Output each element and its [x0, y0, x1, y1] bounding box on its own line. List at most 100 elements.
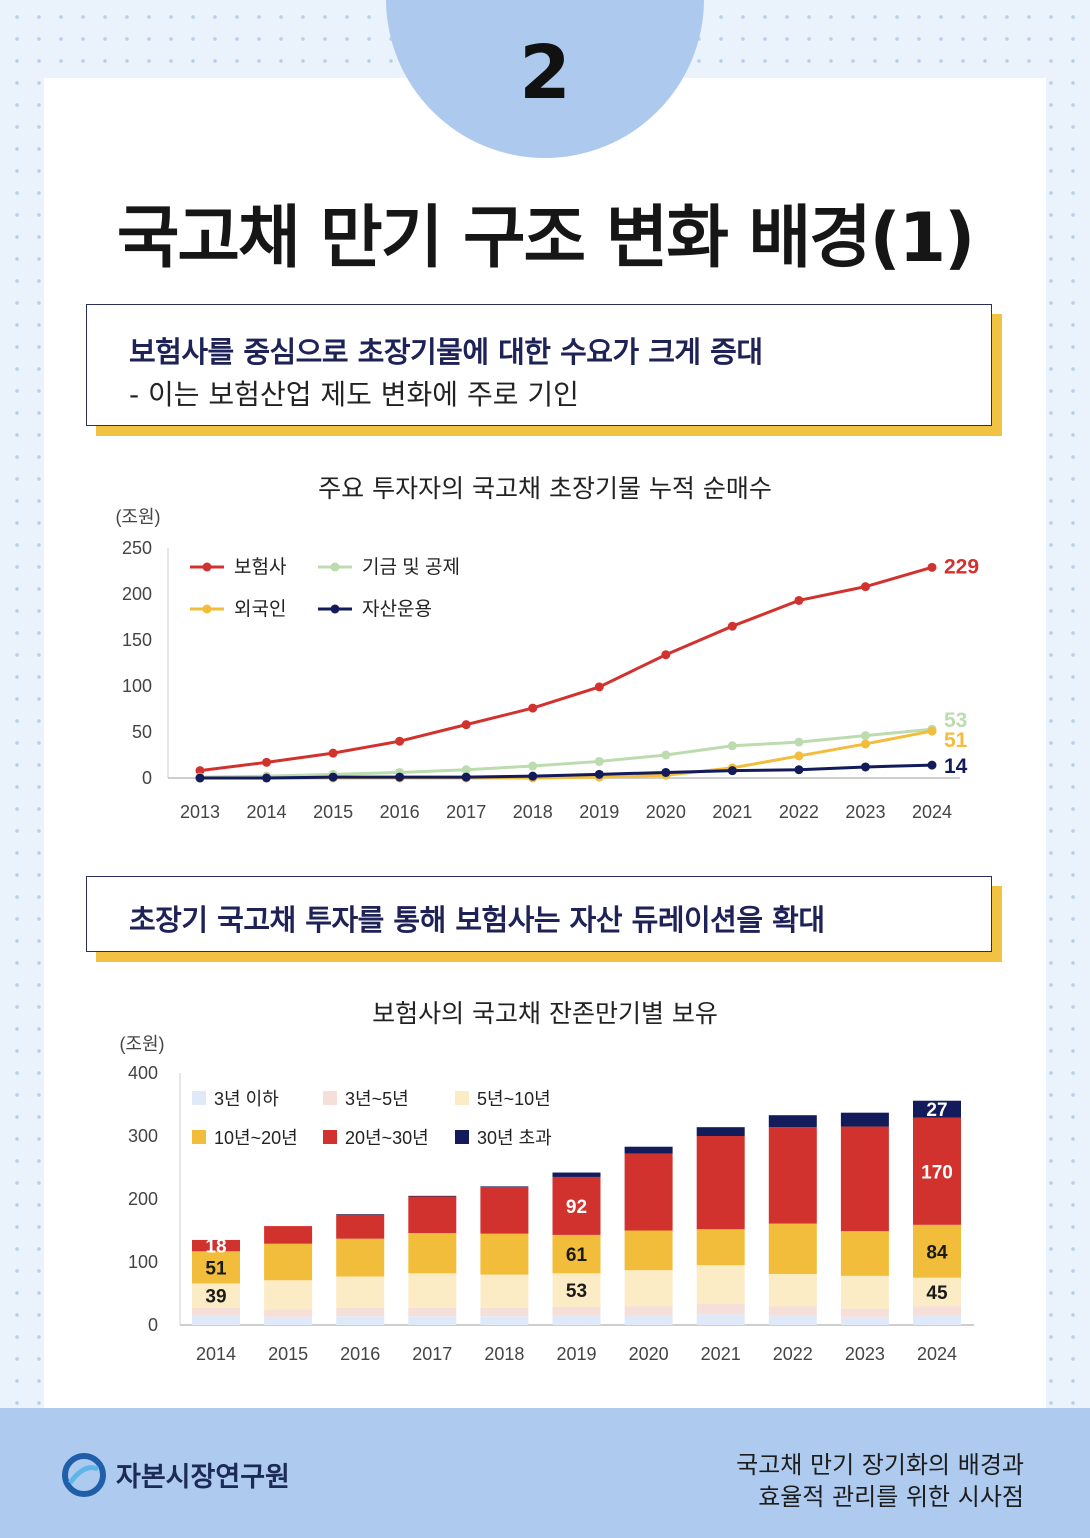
line-point [927, 562, 937, 572]
bar-segment [408, 1196, 457, 1234]
line-chart-x-tick: 2021 [712, 802, 752, 822]
summary-box-1: 보험사를 중심으로 초장기물에 대한 수요가 크게 증대 - 이는 보험산업 제… [86, 304, 992, 426]
page-title: 국고채 만기 구조 변화 배경(1) [116, 199, 975, 278]
bar-chart-title: 보험사의 국고채 잔존만기별 보유 [372, 999, 718, 1028]
bar-segment [552, 1315, 601, 1325]
line-series-4 [200, 763, 933, 780]
bar-segment [480, 1186, 529, 1188]
org-name: 자본시장연구원 [116, 1462, 290, 1493]
bar-segment [336, 1276, 385, 1308]
legend-label: 20년~30년 [345, 1128, 429, 1148]
bar-segment [840, 1308, 889, 1317]
bar-segment [552, 1273, 601, 1307]
line-chart-x-tick: 2014 [247, 802, 287, 822]
line-point [461, 772, 471, 782]
bar-chart-x-tick: 2021 [701, 1344, 741, 1364]
line-end-label: 51 [944, 729, 968, 752]
doc-title-line-1: 국고채 만기 장기화의 배경과 [736, 1451, 1024, 1479]
bar-segment [336, 1238, 385, 1277]
bar-segment [552, 1306, 601, 1316]
bar-segment [264, 1226, 313, 1244]
bar-data-label: 39 [205, 1287, 226, 1308]
bar-segment [192, 1239, 240, 1252]
line-point [262, 773, 272, 783]
line-point [794, 737, 804, 747]
bar-data-label: 61 [566, 1245, 588, 1266]
bar-segment [408, 1316, 457, 1325]
line-chart-x-tick: 2018 [513, 802, 553, 822]
line-end-label: 14 [944, 755, 968, 778]
bar-data-label: 45 [926, 1283, 948, 1304]
bar-segment [768, 1115, 817, 1128]
bar-segment [552, 1234, 601, 1274]
line-chart-x-tick: 2019 [579, 802, 619, 822]
bar-segment [192, 1283, 240, 1308]
legend-marker [330, 604, 340, 614]
bar-segment [192, 1307, 240, 1316]
bar-segment [913, 1117, 961, 1225]
bar-segment [624, 1315, 673, 1325]
legend-swatch [323, 1091, 337, 1105]
bar-segment [552, 1172, 601, 1177]
line-chart-x-tick: 2024 [912, 802, 952, 822]
line-chart-x-tick: 2022 [779, 802, 819, 822]
bar-chart-x-tick: 2014 [196, 1344, 236, 1364]
stacked-bar-chart: (조원) 0 100 200 300 400 2014 2015 2016 2017 2018 201… [119, 1034, 974, 1364]
line-chart-y-tick: 200 [122, 584, 152, 604]
bar-segment [480, 1274, 529, 1308]
bar-segment [192, 1315, 240, 1325]
bar-segment [624, 1270, 673, 1307]
line-point [661, 767, 671, 777]
bar-segment [624, 1306, 673, 1316]
bar-segment [696, 1303, 745, 1315]
bar-segment [768, 1223, 817, 1274]
legend-swatch [455, 1130, 469, 1144]
line-chart-x-tick: 2020 [646, 802, 686, 822]
line-chart-y-tick: 250 [122, 538, 152, 558]
bar-segment [696, 1127, 745, 1136]
line-chart-x-tick: 2013 [180, 802, 220, 822]
bar-segment [624, 1146, 673, 1154]
line-point [395, 772, 405, 782]
bar-segment [840, 1231, 889, 1276]
bar-data-label: 51 [205, 1258, 227, 1279]
line-chart-unit: (조원) [115, 507, 160, 527]
line-point [727, 741, 737, 751]
legend-label: 5년~10년 [477, 1089, 551, 1109]
line-chart-x-tick: 2023 [845, 802, 885, 822]
bar-segment [696, 1136, 745, 1230]
bar-chart-y-tick: 300 [128, 1126, 158, 1146]
bar-data-label: 84 [926, 1242, 948, 1263]
line-point [927, 726, 937, 736]
legend-swatch [455, 1091, 469, 1105]
legend-label: 기금 및 공제 [362, 556, 460, 578]
line-point [528, 771, 538, 781]
line-point [195, 773, 205, 783]
bar-segment [480, 1307, 529, 1317]
legend-label: 3년 이하 [214, 1089, 279, 1109]
line-series-1 [199, 565, 933, 773]
legend-label: 3년~5년 [345, 1089, 409, 1109]
bar-segment [336, 1307, 385, 1317]
bar-segment [480, 1316, 529, 1325]
bar-segment [408, 1233, 457, 1274]
bar-chart-x-tick: 2016 [340, 1344, 380, 1364]
line-chart-x-tick: 2017 [446, 802, 486, 822]
bar-segment [264, 1309, 313, 1317]
footer [0, 1408, 1090, 1538]
bar-chart-x-tick: 2022 [773, 1344, 813, 1364]
bar-segment [913, 1315, 961, 1325]
summary-box-2: 초장기 국고채 투자를 통해 보험사는 자산 듀레이션을 확대 [86, 876, 992, 952]
legend-marker [202, 604, 212, 614]
line-point [860, 739, 870, 749]
line-end-label: 229 [944, 555, 979, 578]
line-point [794, 595, 804, 605]
line-point [328, 748, 338, 758]
doc-title-line-2: 효율적 관리를 위한 시사점 [758, 1483, 1024, 1511]
bar-segment [336, 1214, 385, 1215]
line-point [461, 765, 471, 775]
bar-segment [840, 1316, 889, 1325]
legend-swatch [323, 1130, 337, 1144]
line-point [195, 766, 205, 776]
line-point [328, 772, 338, 782]
